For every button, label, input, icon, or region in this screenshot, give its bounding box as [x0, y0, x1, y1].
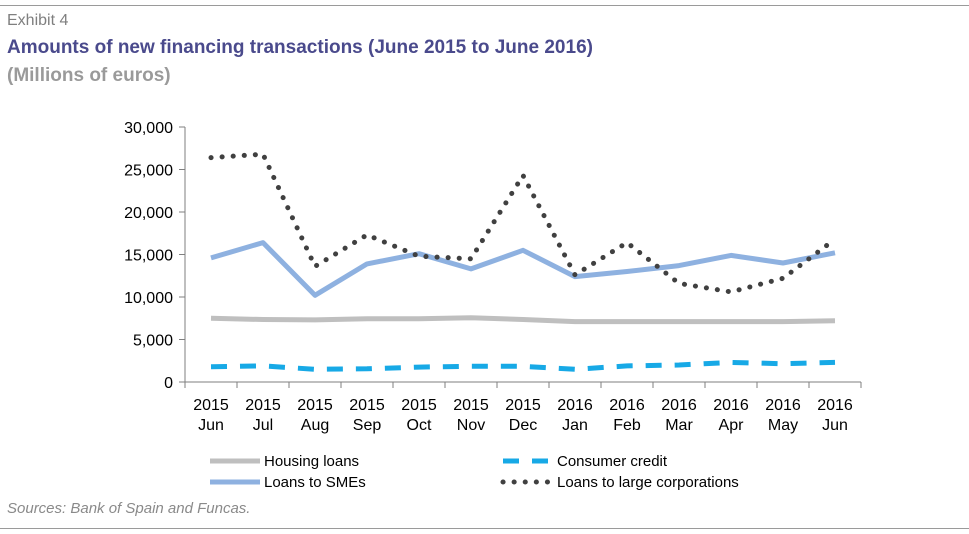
x-tick-label-month: Jan [562, 417, 588, 434]
chart-subtitle: (Millions of euros) [7, 65, 171, 86]
legend-item-consumer-credit: Consumer credit [503, 453, 668, 470]
y-tick-label: 0 [164, 375, 173, 392]
chart-series [208, 151, 838, 372]
x-tick-label-month: Jun [198, 417, 224, 434]
legend-item-loans-to-smes: Loans to SMEs [210, 474, 366, 491]
chart-axes: 0 5,000 10,000 15,000 20,000 25,000 30,000 2015… [124, 120, 862, 434]
x-tick-label-year: 2015 [349, 397, 385, 414]
series-line-consumer-credit [210, 359, 836, 372]
x-tick-label-month: Apr [719, 417, 745, 434]
x-tick-label-month: Sep [353, 417, 382, 434]
x-tick-label-month: Oct [407, 417, 432, 434]
y-tick-label: 15,000 [124, 248, 173, 265]
x-tick-label-year: 2016 [609, 397, 645, 414]
x-tick-label-year: 2016 [765, 397, 801, 414]
x-tick-label-year: 2016 [661, 397, 697, 414]
x-tick-label-year: 2016 [817, 397, 853, 414]
y-tick-label: 20,000 [124, 205, 173, 222]
x-tick-label-year: 2015 [401, 397, 437, 414]
y-tick-label: 30,000 [124, 120, 173, 137]
series-line-loans-to-large-corporations [208, 151, 838, 295]
y-tick-label: 25,000 [124, 163, 173, 180]
legend-label: Loans to large corporations [557, 474, 739, 491]
x-tick-label-month: May [768, 417, 798, 434]
x-tick-label-year: 2015 [453, 397, 489, 414]
series-line-housing-loans [210, 315, 836, 325]
y-tick-label: 5,000 [133, 333, 173, 350]
x-tick-label-month: Feb [613, 417, 641, 434]
x-tick-label-month: Jun [822, 417, 848, 434]
x-tick-label-year: 2015 [193, 397, 229, 414]
legend-label: Housing loans [264, 453, 359, 470]
x-tick-label-year: 2015 [297, 397, 333, 414]
x-tick-label-month: Aug [301, 417, 329, 434]
legend-label: Consumer credit [557, 453, 668, 470]
chart-title: Amounts of new financing transactions (J… [7, 37, 593, 58]
source-note: Sources: Bank of Spain and Funcas. [7, 500, 251, 517]
legend-label: Loans to SMEs [264, 474, 366, 491]
legend-item-loans-to-large-corporations: Loans to large corporations [500, 474, 739, 491]
x-tick-label-month: Mar [665, 417, 693, 434]
legend-item-housing-loans: Housing loans [210, 453, 359, 470]
series-line-loans-to-smes [210, 240, 836, 298]
x-tick-label-month: Jul [253, 417, 273, 434]
x-tick-label-month: Dec [509, 417, 537, 434]
x-tick-label-year: 2016 [557, 397, 593, 414]
chart-legend: Housing loans Consumer credit Loans to SME… [210, 453, 739, 491]
x-tick-label-year: 2015 [245, 397, 281, 414]
x-tick-label-month: Nov [457, 417, 485, 434]
top-rule [0, 5, 969, 6]
x-tick-label-year: 2015 [505, 397, 541, 414]
x-tick-label-year: 2016 [713, 397, 749, 414]
y-tick-label: 10,000 [124, 290, 173, 307]
bottom-rule [0, 528, 969, 529]
exhibit-label: Exhibit 4 [7, 12, 69, 29]
